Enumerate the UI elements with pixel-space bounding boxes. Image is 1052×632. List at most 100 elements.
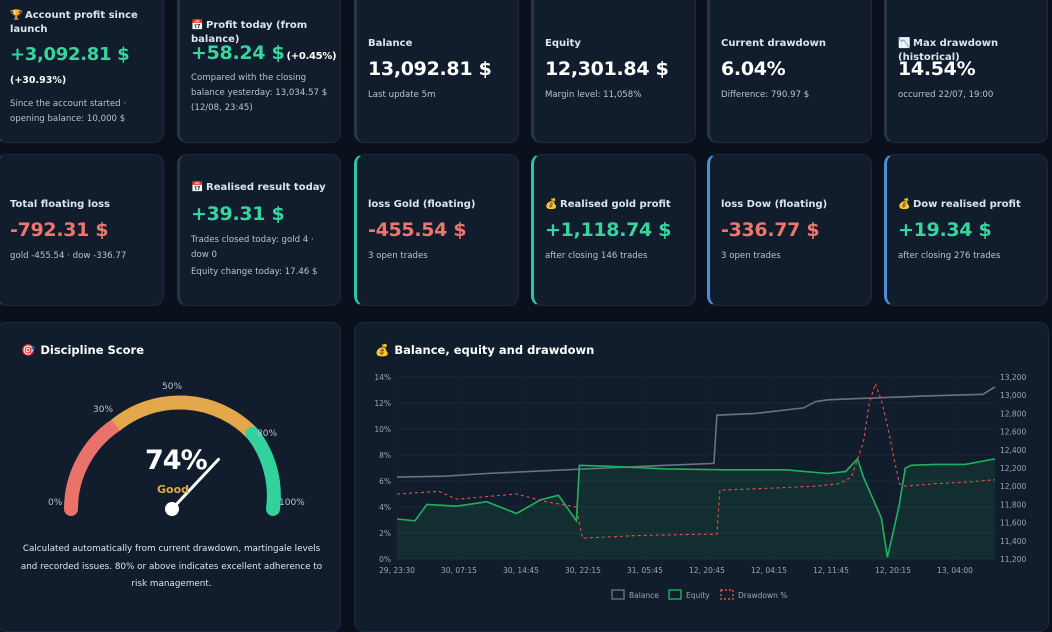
- money-bag-icon: 💰: [545, 199, 558, 210]
- card-total-floating-loss: Total floating loss -792.31 $ gold -455.…: [0, 154, 164, 306]
- x-tick: 12, 20:45: [689, 566, 725, 575]
- y-left-tick: 12%: [374, 399, 391, 408]
- y-right-tick: 11,800: [1000, 500, 1026, 509]
- discipline-gauge: [64, 395, 281, 516]
- trophy-icon: 🏆: [10, 10, 23, 21]
- y-right-tick: 12,400: [1000, 446, 1026, 455]
- y-right-tick: 12,800: [1000, 409, 1026, 418]
- dow-realised-sub: after closing 276 trades: [898, 251, 1001, 261]
- card-label: 💰 Dow realised profit: [898, 199, 1021, 210]
- y-right-tick: 12,200: [1000, 464, 1026, 473]
- y-right-tick: 11,400: [1000, 537, 1026, 546]
- gauge-tick-30: 30%: [93, 405, 114, 415]
- balance-line: [396, 386, 996, 478]
- y-left-tick: 10%: [374, 425, 391, 434]
- legend-swatch: [720, 589, 734, 600]
- loss-gold-value: -455.54 $: [368, 219, 467, 241]
- card-label: Total floating loss: [10, 199, 110, 210]
- legend-swatch: [611, 589, 625, 600]
- realised-gold-value: +1,118.74 $: [545, 219, 672, 241]
- card-dow-realised: 💰 Dow realised profit +19.34 $ after clos…: [884, 154, 1048, 306]
- gauge-segment-green: [245, 426, 281, 516]
- x-tick: 30, 22:15: [565, 566, 601, 575]
- card-max-drawdown: 📉 Max drawdown (historical) 14.54% occurr…: [884, 0, 1048, 143]
- profit-today-sub: Compared with the closing balance yester…: [191, 73, 328, 113]
- profit-today-value: +58.24 $ (+0.45%): [191, 42, 337, 64]
- floating-loss-value: -792.31 $: [10, 219, 109, 241]
- x-tick: 31, 05:45: [627, 566, 663, 575]
- gauge-segment-red: [64, 418, 123, 516]
- target-icon: 🎯: [21, 343, 36, 357]
- card-current-drawdown: Current drawdown 6.04% Difference: 790.9…: [707, 0, 872, 143]
- legend-label: Equity: [686, 591, 710, 600]
- x-tick: 29, 23:30: [379, 566, 415, 575]
- card-realised-gold: 💰 Realised gold profit +1,118.74 $ after …: [531, 154, 696, 306]
- card-loss-dow: loss Dow (floating) -336.77 $ 3 open tra…: [707, 154, 872, 306]
- card-label: Current drawdown: [721, 38, 826, 49]
- gauge-tick-0: 0%: [48, 498, 63, 508]
- x-tick: 12, 11:45: [813, 566, 849, 575]
- legend-label: Drawdown %: [738, 591, 787, 600]
- equity-area: [397, 458, 995, 559]
- gauge-segment-amber: [111, 395, 258, 439]
- y-left-tick: 14%: [374, 373, 391, 382]
- y-right-tick: 13,200: [1000, 373, 1026, 382]
- y-left-tick: 4%: [379, 503, 391, 512]
- card-label: loss Gold (floating): [368, 199, 476, 210]
- card-label: Equity: [545, 38, 581, 49]
- y-left-tick: 2%: [379, 529, 391, 538]
- discipline-score: 74%: [145, 445, 208, 476]
- y-right-tick: 12,000: [1000, 482, 1026, 491]
- max-drawdown-sub: occurred 22/07, 19:00: [898, 90, 994, 100]
- gauge-tick-100: 100%: [279, 498, 305, 508]
- card-label: 📅 Profit today (from balance): [191, 20, 308, 45]
- profit-today-pct: (+0.45%): [286, 51, 337, 62]
- current-drawdown-value: 6.04%: [721, 58, 786, 80]
- loss-gold-sub: 3 open trades: [368, 251, 428, 261]
- card-label: 📉 Max drawdown (historical): [898, 38, 999, 63]
- card-label: 💰 Realised gold profit: [545, 199, 671, 210]
- calendar-icon: 📅: [191, 182, 204, 193]
- discipline-grade: Good: [157, 483, 190, 496]
- equity-line: [396, 457, 996, 558]
- x-tick: 13, 04:00: [937, 566, 973, 575]
- card-label: 🏆 Account profit since launch: [10, 10, 138, 35]
- equity-value: 12,301.84 $: [545, 58, 669, 80]
- card-realised-today: 📅 Realised result today +39.31 $ Trades c…: [177, 154, 341, 306]
- discipline-title: 🎯 Discipline Score: [21, 343, 144, 357]
- floating-loss-sub: gold -455.54 · dow -336.77: [10, 251, 127, 261]
- chart-down-icon: 📉: [898, 38, 911, 49]
- y-right-tick: 11,600: [1000, 519, 1026, 528]
- card-label: loss Dow (floating): [721, 199, 828, 210]
- y-right-tick: 12,600: [1000, 428, 1026, 437]
- card-label: Balance: [368, 38, 413, 49]
- realised-today-equity: Equity change today: 17.46 $: [191, 267, 318, 277]
- gauge-tick-80: 80%: [257, 429, 278, 439]
- equity-sub: Margin level: 11,058%: [545, 90, 642, 100]
- y-left-tick: 8%: [379, 451, 391, 460]
- current-drawdown-sub: Difference: 790.97 $: [721, 90, 810, 100]
- y-right-tick: 11,200: [1000, 555, 1026, 564]
- chart-panel: 💰 Balance, equity and drawdown 0% 2% 4% 6% 8%…: [354, 322, 1049, 632]
- chart-title: 💰 Balance, equity and drawdown: [375, 343, 595, 357]
- x-tick: 12, 04:15: [751, 566, 787, 575]
- gauge-needle: [170, 457, 220, 511]
- legend-swatch: [668, 589, 682, 600]
- balance-equity-chart: 0% 2% 4% 6% 8% 10% 12% 14% 11,200 11,400 11,600 11,…: [374, 373, 1026, 600]
- account-profit-sub: Since the account started · opening bala…: [10, 99, 127, 124]
- card-profit-today: 📅 Profit today (from balance) +58.24 $ (+0…: [177, 0, 341, 143]
- account-profit-pct: (+30.93%): [10, 75, 67, 86]
- balance-value: 13,092.81 $: [368, 58, 492, 80]
- card-label: 📅 Realised result today: [191, 182, 326, 193]
- gauge-tick-50: 50%: [162, 382, 183, 392]
- card-account-profit: 🏆 Account profit since launch +3,092.81 $…: [0, 0, 164, 143]
- y-left-tick: 0%: [379, 555, 391, 564]
- loss-dow-sub: 3 open trades: [721, 251, 781, 261]
- discipline-description: Calculated automatically from current dr…: [20, 544, 323, 589]
- card-equity: Equity 12,301.84 $ Margin level: 11,058%: [531, 0, 696, 143]
- account-profit-value: +3,092.81 $: [10, 44, 130, 65]
- realised-today-trades: Trades closed today: gold 4 · dow 0: [191, 235, 314, 260]
- y-left-tick: 6%: [379, 477, 391, 486]
- card-balance: Balance 13,092.81 $ Last update 5m: [354, 0, 519, 143]
- legend-label: Balance: [629, 591, 659, 600]
